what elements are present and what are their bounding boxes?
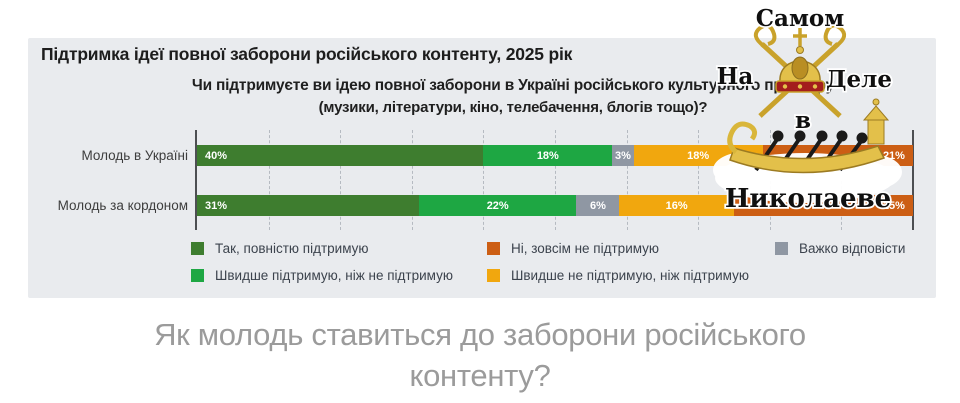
post-caption: Як молодь ставиться до заборони російськ… bbox=[0, 314, 960, 396]
gridline bbox=[483, 130, 485, 230]
legend-swatch bbox=[191, 269, 204, 282]
bar-segment: 22% bbox=[418, 195, 577, 216]
bar-track: 40% 18% 3% 18% 21% bbox=[197, 145, 913, 166]
bar-segment: 25% bbox=[733, 195, 913, 216]
legend-swatch bbox=[775, 242, 788, 255]
legend-swatch bbox=[487, 242, 500, 255]
legend-label: Так, повністю підтримую bbox=[215, 241, 369, 256]
chart-question-line2: (музики, літератури, кіно, телебачення, … bbox=[318, 99, 708, 116]
gridline bbox=[626, 130, 628, 230]
right-boundary-line bbox=[912, 130, 914, 230]
legend-item: Важко відповісти bbox=[775, 241, 905, 256]
legend-item: Ні, зовсім не підтримую bbox=[487, 241, 749, 256]
bar-segment: 31% bbox=[197, 195, 419, 216]
post-caption-line2: контенту? bbox=[409, 358, 551, 393]
chart-question: Чи підтримуєте ви ідею повної заборони в… bbox=[98, 75, 928, 119]
bar-segment: 21% bbox=[762, 145, 913, 166]
gridline bbox=[555, 130, 556, 230]
bar-segment: 18% bbox=[483, 145, 613, 166]
gridline bbox=[268, 130, 270, 230]
legend-column: Важко відповісти bbox=[775, 241, 905, 256]
gridline bbox=[411, 130, 413, 230]
legend-item: Швидше не підтримую, ніж підтримую bbox=[487, 268, 749, 283]
legend-label: Важко відповісти bbox=[799, 241, 906, 256]
category-label: Молодь за кордоном bbox=[57, 198, 188, 213]
legend-label: Швидше не підтримую, ніж підтримую bbox=[511, 268, 749, 283]
bar-segment: 18% bbox=[633, 145, 763, 166]
category-label: Молодь в Україні bbox=[81, 148, 188, 163]
legend-label: Ні, зовсім не підтримую bbox=[511, 241, 660, 256]
bar-value-label: 25% bbox=[882, 199, 905, 212]
bar-value-label: 18% bbox=[687, 149, 710, 162]
bar-value-label: 22% bbox=[486, 199, 509, 212]
bar-value-label: 16% bbox=[665, 199, 688, 212]
bar-track: 31% 22% 6% 16% 25% bbox=[197, 195, 913, 216]
gridline bbox=[340, 130, 342, 230]
bar-value-label: 31% bbox=[205, 199, 228, 212]
post-caption-line1: Як молодь ставиться до заборони російськ… bbox=[154, 317, 806, 352]
legend-swatch bbox=[191, 242, 204, 255]
bar-segment: 40% bbox=[197, 145, 484, 166]
legend-item: Так, повністю підтримую bbox=[191, 241, 453, 256]
bar-value-label: 3% bbox=[615, 149, 631, 162]
legend-label: Швидше підтримую, ніж не підтримую bbox=[215, 268, 453, 283]
chart-panel: Підтримка ідеї повної заборони російсько… bbox=[28, 38, 936, 298]
y-axis-line bbox=[195, 130, 197, 230]
chart-question-line1: Чи підтримуєте ви ідею повної заборони в… bbox=[191, 77, 835, 94]
bar-value-label: 6% bbox=[589, 199, 606, 212]
plot-area: 40% 18% 3% 18% 21% 31% 22% 6% 16% 25% bbox=[195, 130, 914, 230]
bar-value-label: 18% bbox=[536, 149, 559, 162]
bar-segment: 6% bbox=[576, 195, 620, 216]
bar-value-label: 21% bbox=[882, 149, 905, 162]
bar-segment: 16% bbox=[619, 195, 734, 216]
bar-segment: 3% bbox=[612, 145, 634, 166]
gridline bbox=[698, 130, 700, 230]
legend-column: Ні, зовсім не підтримую Швидше не підтрим… bbox=[487, 241, 749, 283]
legend-item: Швидше підтримую, ніж не підтримую bbox=[191, 268, 453, 283]
legend-swatch bbox=[487, 269, 500, 282]
bar-value-label: 40% bbox=[205, 149, 228, 162]
watermark-word-samom: Самом bbox=[756, 5, 845, 32]
chart-title: Підтримка ідеї повної заборони російсько… bbox=[41, 44, 573, 64]
legend-column: Так, повністю підтримую Швидше підтримую,… bbox=[191, 241, 453, 283]
